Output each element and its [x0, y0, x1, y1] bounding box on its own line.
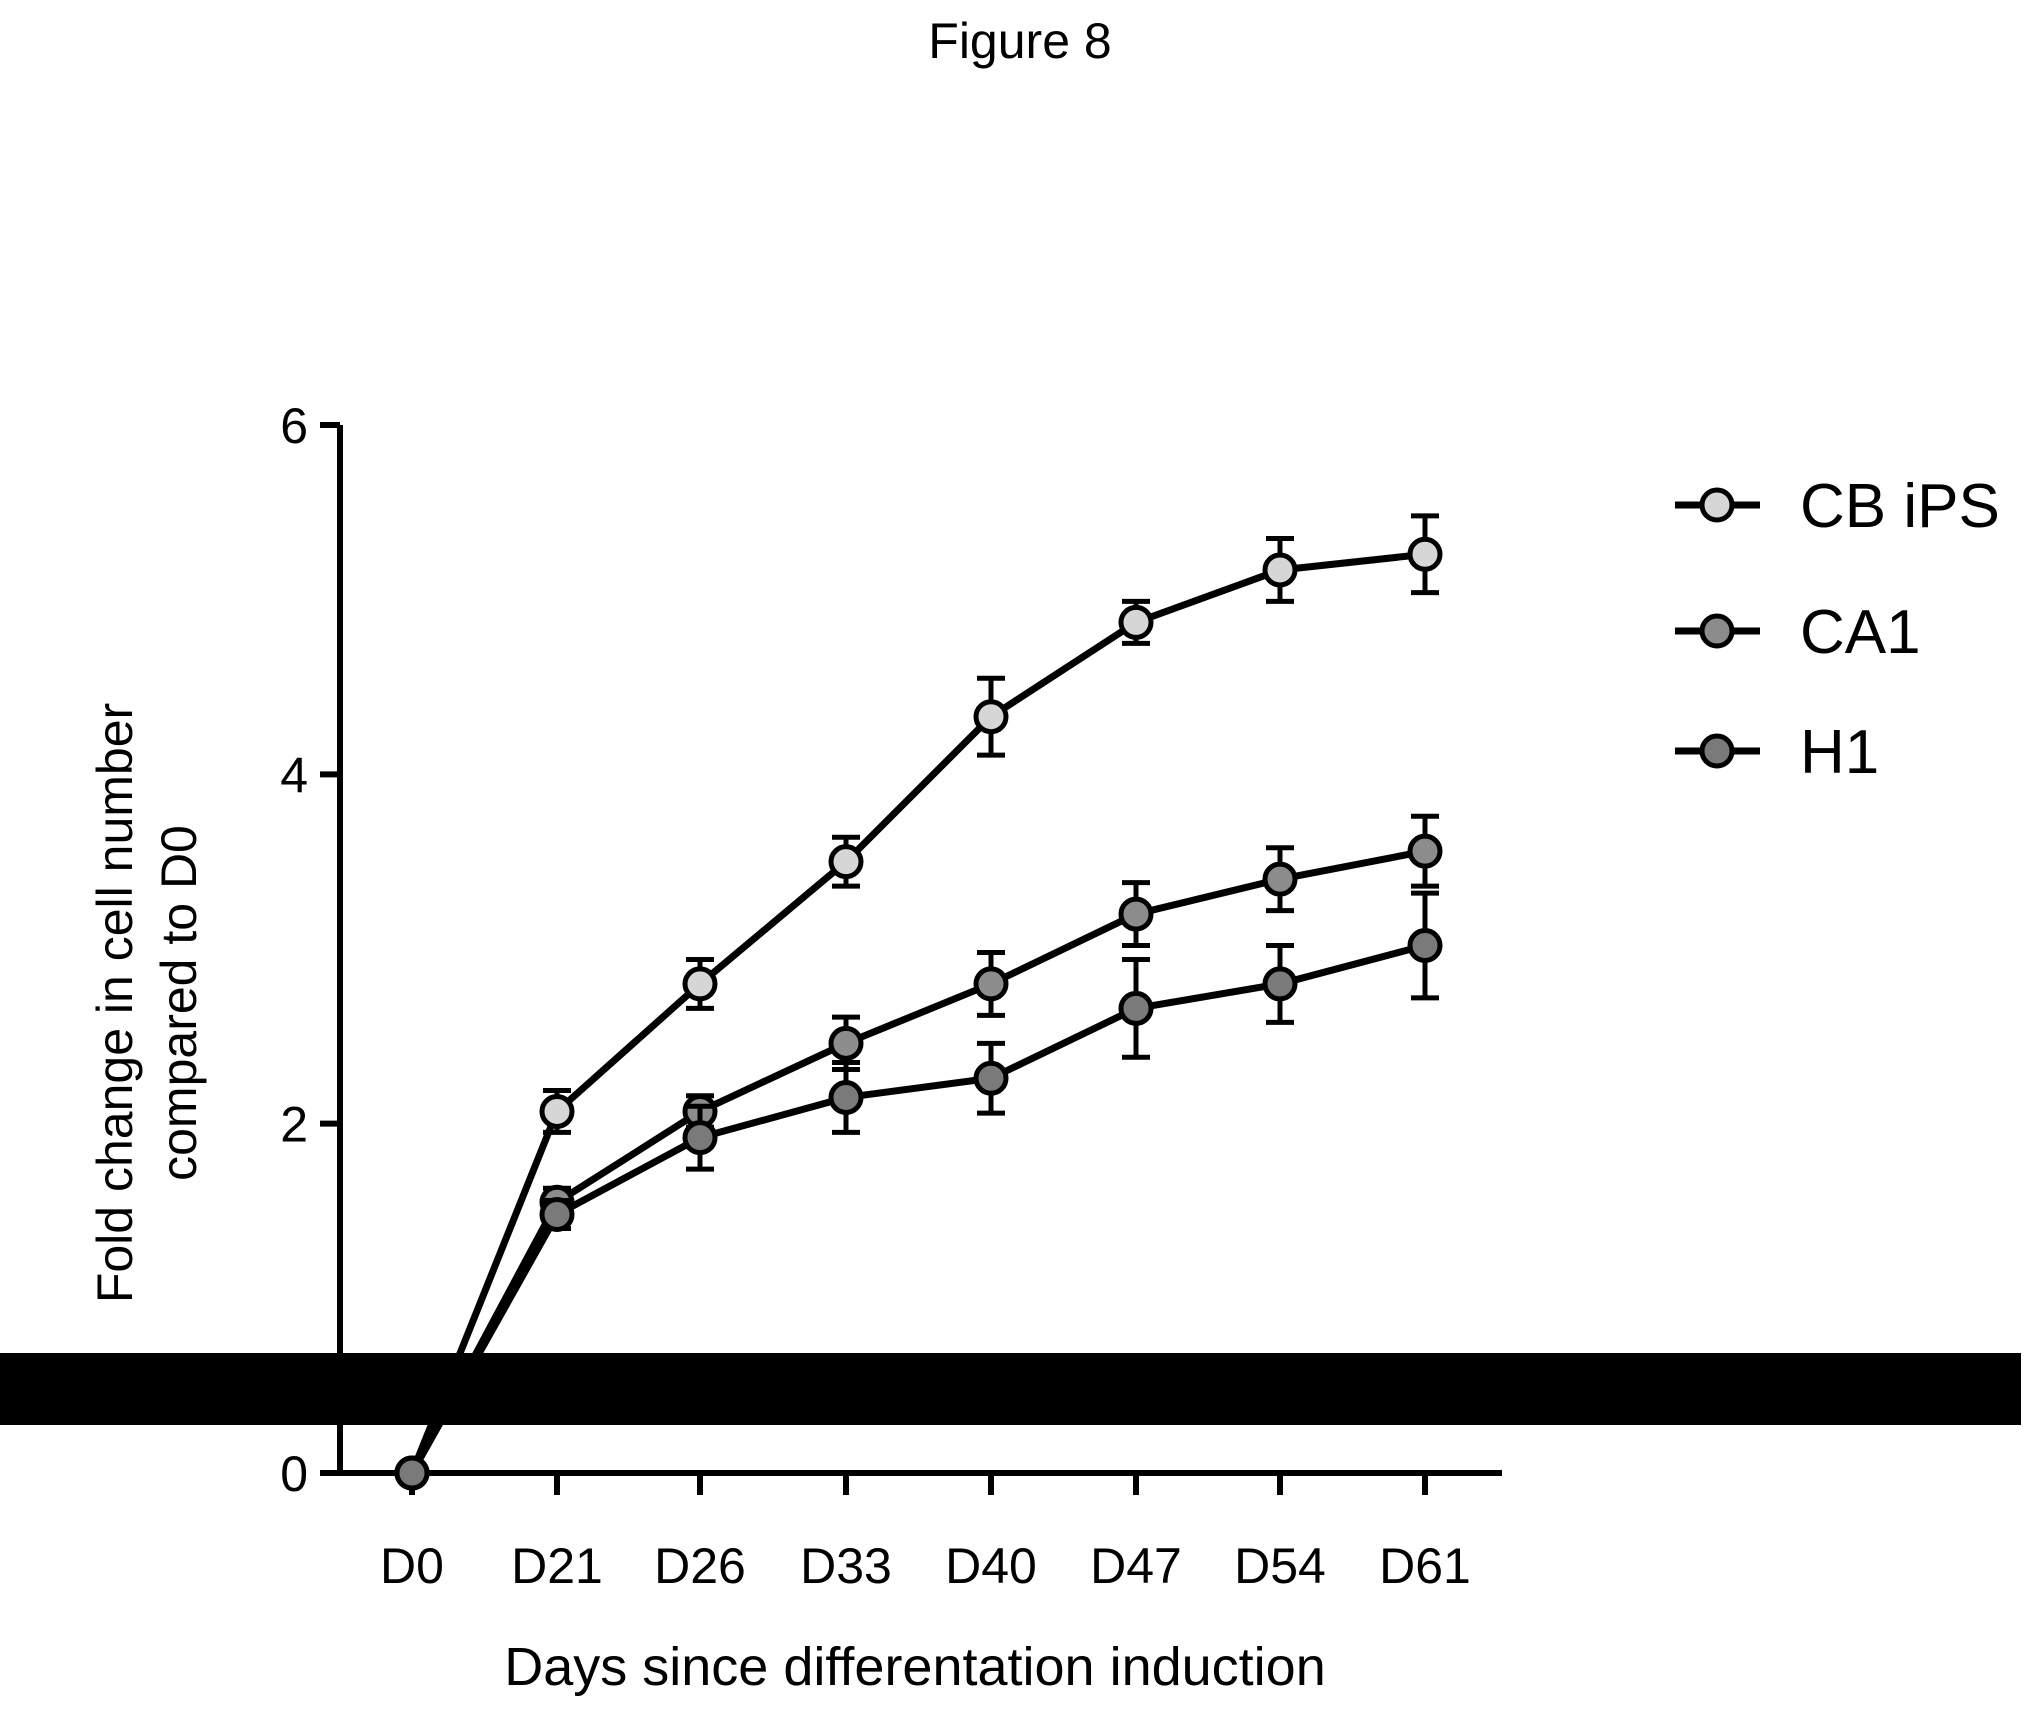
y-axis-label: Fold change in cell number compared to D…	[87, 703, 207, 1303]
series-line-1	[408, 847, 1426, 1475]
data-point	[1407, 536, 1443, 572]
x-tick-label: D26	[654, 1538, 746, 1594]
data-point	[828, 1025, 864, 1061]
legend-label: CA1	[1800, 598, 1921, 667]
x-tick-label: D33	[800, 1538, 892, 1594]
data-point	[973, 966, 1009, 1002]
data-point	[973, 699, 1009, 735]
y-axis-label-line-2: compared to D0	[151, 825, 207, 1181]
data-point	[1118, 896, 1154, 932]
y-tick-label: 4	[280, 747, 308, 803]
data-point	[828, 844, 864, 880]
data-point	[539, 1196, 575, 1232]
data-point	[1262, 861, 1298, 897]
chart-axes	[320, 422, 1502, 1495]
y-axis-label-line-1: Fold change in cell number	[87, 703, 143, 1303]
x-tick-label: D61	[1379, 1538, 1471, 1594]
x-tick-label: D47	[1090, 1538, 1182, 1594]
data-point	[682, 1120, 718, 1156]
x-tick-label: D0	[380, 1538, 444, 1594]
legend: CB iPS CA1 H1	[1675, 472, 2000, 787]
data-point	[682, 966, 718, 1002]
x-axis-label: Days since differentation induction	[504, 1637, 1326, 1697]
legend-label: H1	[1800, 718, 1879, 787]
legend-marker	[1699, 613, 1735, 649]
data-point	[828, 1079, 864, 1115]
data-point	[394, 1455, 430, 1491]
series-line-0	[408, 550, 1426, 1475]
series-layer	[394, 513, 1443, 1491]
data-point	[973, 1060, 1009, 1096]
y-tick-label: 0	[280, 1446, 308, 1502]
legend-marker	[1699, 733, 1735, 769]
legend-label: CB iPS	[1800, 472, 2000, 541]
data-point	[1118, 604, 1154, 640]
legend-marker	[1699, 487, 1735, 523]
data-point	[1407, 928, 1443, 964]
x-tick-label: D21	[511, 1538, 603, 1594]
x-tick-label: D54	[1234, 1538, 1326, 1594]
data-point	[1262, 966, 1298, 1002]
data-point	[1407, 833, 1443, 869]
line-chart: 0 2 4 6 D0 D21 D26 D33 D40 D47 D54 D61 CB iPS CA1 H1	[0, 398, 2021, 1594]
y-tick-label: 2	[280, 1097, 308, 1153]
data-point	[1118, 990, 1154, 1026]
x-tick-label: D40	[945, 1538, 1037, 1594]
data-point	[539, 1093, 575, 1129]
y-tick-label: 6	[280, 398, 308, 454]
data-point	[1262, 552, 1298, 588]
tick-labels: 0 2 4 6 D0 D21 D26 D33 D40 D47 D54 D61	[280, 398, 1471, 1594]
figure-title: Figure 8	[928, 13, 1111, 69]
series-line-2	[408, 942, 1426, 1475]
redaction-bar	[0, 1353, 2021, 1425]
